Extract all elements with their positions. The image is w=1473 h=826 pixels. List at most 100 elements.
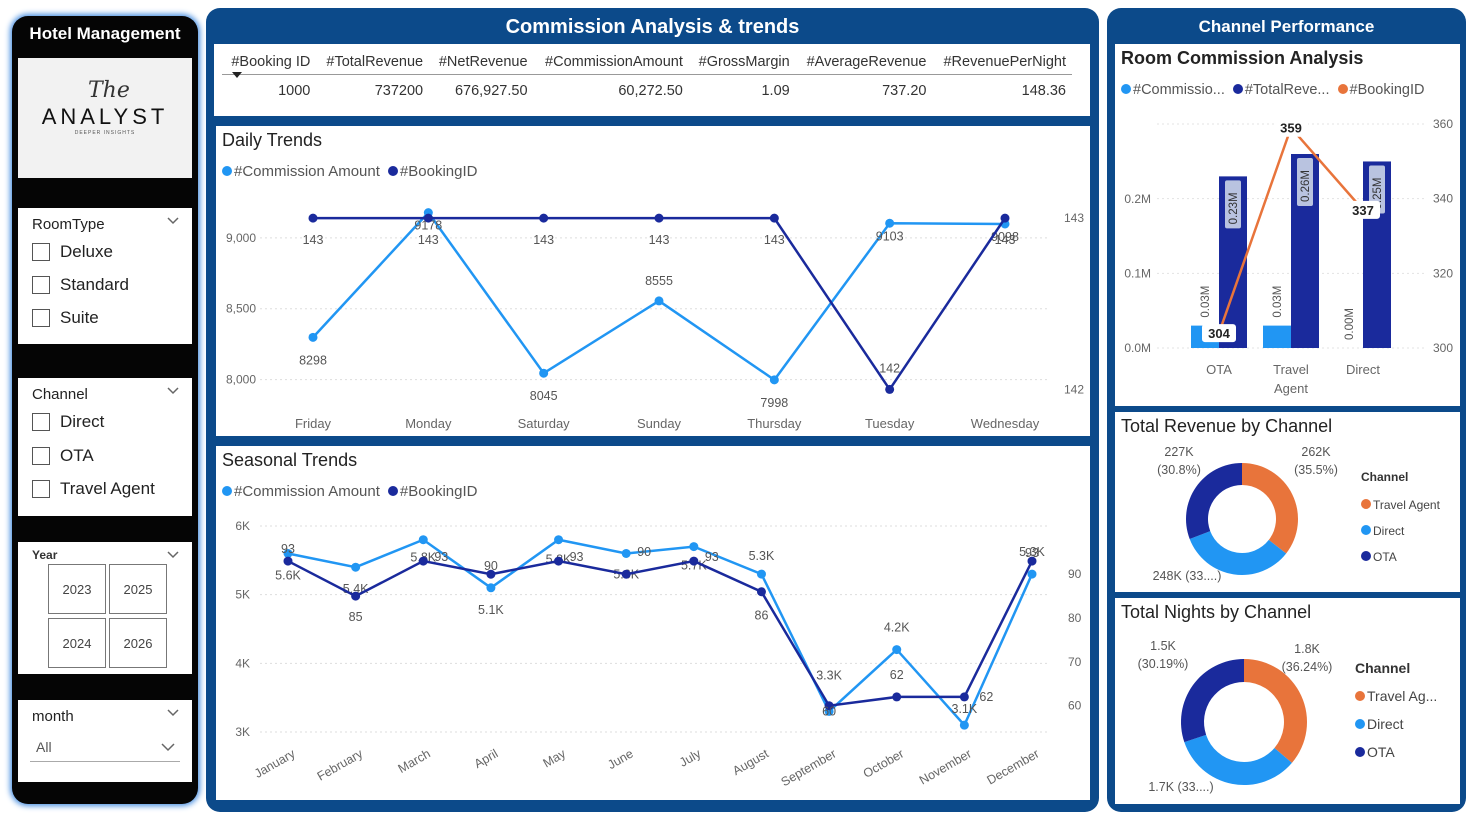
slice-label: (36.24%) [1282,660,1333,674]
kpi-header[interactable]: #GrossMargin [688,50,796,75]
daily-trends-title: Daily Trends [222,130,323,150]
y-tick-right: 90 [1068,567,1082,581]
data-point [351,591,361,601]
data-label: 143 [303,233,324,247]
roomtype-option[interactable]: Standard [32,275,129,295]
kpi-header[interactable]: #AverageRevenue [795,50,933,75]
kpi-value: 737200 [374,83,424,99]
channel-option[interactable]: OTA [32,446,94,466]
x-tick: Tuesday [865,416,915,431]
channel-option[interactable]: Direct [32,412,104,432]
kpi-header[interactable]: #CommissionAmount [533,50,689,75]
line-label-bg [1274,118,1308,137]
y-tick-left: 6K [235,519,250,533]
y-tick-right: 143 [1064,211,1084,225]
kpi-header[interactable]: #TotalRevenue [316,50,430,75]
data-label: 8045 [530,389,558,403]
y-tick-right: 340 [1433,192,1453,206]
roomtype-option[interactable]: Deluxe [32,242,113,262]
room-commission-title: Room Commission Analysis [1121,48,1364,68]
line-label: 337 [1352,203,1374,218]
x-tick: September [779,746,839,789]
data-point [769,213,779,223]
legend-dot [1355,747,1365,757]
chevron-down-icon[interactable] [166,706,180,720]
data-point [654,213,664,223]
data-point [689,542,699,552]
y-tick-left: 0.1M [1124,266,1151,280]
year-tile[interactable]: 2025 [109,564,167,614]
kpi-table: #Booking ID #TotalRevenue #NetRevenue #C… [214,44,1090,116]
data-point [283,548,293,558]
sort-desc-icon[interactable] [232,72,242,80]
bar-label: 0.00M [1344,308,1356,340]
checkbox[interactable] [32,447,50,465]
legend-dot [1355,719,1365,729]
year-tile[interactable]: 2023 [48,564,106,614]
data-label: 8298 [299,353,327,367]
x-tick: OTA [1206,362,1232,377]
bar-label: 0.03M [1200,286,1212,318]
x-tick: Travel [1273,362,1309,377]
kpi-header[interactable]: #RevenuePerNight [932,50,1072,75]
data-label: 142 [879,361,900,375]
data-label: 93 [281,542,295,556]
month-dropdown[interactable]: All [30,734,180,762]
checkbox[interactable] [32,243,50,261]
data-point [756,587,766,597]
data-point [351,562,361,572]
y-tick-right: 60 [1068,699,1082,713]
kpi-value: 1000 [278,83,311,99]
legend-dot [387,486,398,496]
channel-option[interactable]: Travel Agent [32,479,155,499]
chevron-down-icon[interactable] [166,548,180,562]
chevron-down-icon[interactable] [166,214,180,228]
y-tick-right: 80 [1068,611,1082,625]
channel-frame: Channel Performance Room Commission Anal… [1107,8,1466,812]
checkbox[interactable] [32,276,50,294]
kpi-header[interactable]: #NetRevenue [429,50,534,75]
chevron-down-icon[interactable] [166,384,180,398]
logo-tagline: DEEPER INSIGHTS [74,130,136,136]
legend-dot [222,166,232,176]
data-label: 93 [434,550,448,564]
daily-trends-chart[interactable]: 9,000 8,500 8,000 143 142 Friday Monday Saturda… [216,126,1090,436]
main-title: Commission Analysis & trends [505,16,800,38]
data-point [892,645,902,655]
x-tick: March [396,746,433,776]
data-point [554,535,564,545]
slice-label: 248K (33....) [1153,569,1222,583]
checkbox[interactable] [32,309,50,327]
data-point [621,548,631,558]
kpi-value: 1.09 [761,83,790,99]
roomtype-option[interactable]: Suite [32,308,99,328]
slice-label: 1.5K [1150,639,1176,653]
filter-sidebar: Hotel Management The ANALYST DEEPER INSI… [12,16,198,804]
data-label: 5.3K [749,549,775,563]
data-point [824,701,834,711]
month-label: month [32,708,74,725]
line-label: 359 [1280,121,1302,136]
seasonal-trends-chart[interactable]: 6K 5K 4K 3K 90 80 70 60 January February March Apri… [216,446,1090,800]
x-tick: Direct [1346,362,1380,377]
chevron-down-icon [161,743,175,752]
revenue-donut-chart[interactable]: 262K (35.5%) 248K (33....) 227K (30.8%) [1115,412,1460,592]
checkbox[interactable] [32,480,50,498]
nights-donut-chart[interactable]: 1.8K (36.24%) 1.7K (33....) 1.5K (30.19%) [1115,598,1460,804]
data-label: 62 [979,690,993,704]
legend-dot [1121,84,1131,94]
nights-legend: Travel Ag... Direct OTA [1355,682,1437,766]
legend-title: Channel [1361,470,1409,484]
data-label: 62 [890,668,904,682]
year-tile[interactable]: 2024 [48,618,106,668]
year-tile[interactable]: 2026 [109,618,167,668]
channel-title: Channel Performance [1198,17,1375,36]
checkbox[interactable] [32,413,50,431]
kpi-header[interactable]: #Booking ID [222,50,317,75]
donut-slice [1244,659,1307,763]
logo: The ANALYST DEEPER INSIGHTS [18,58,192,178]
kpi-value: 60,272.50 [618,83,683,99]
y-tick-left: 5K [235,588,250,602]
room-commission-chart[interactable]: 0.2M 0.1M 0.0M 360 340 320 300 0.03M 0.23M OTA 0.0… [1115,44,1460,406]
seasonal-trends-card: Seasonal Trends #Commission Amount #Book… [216,446,1090,800]
